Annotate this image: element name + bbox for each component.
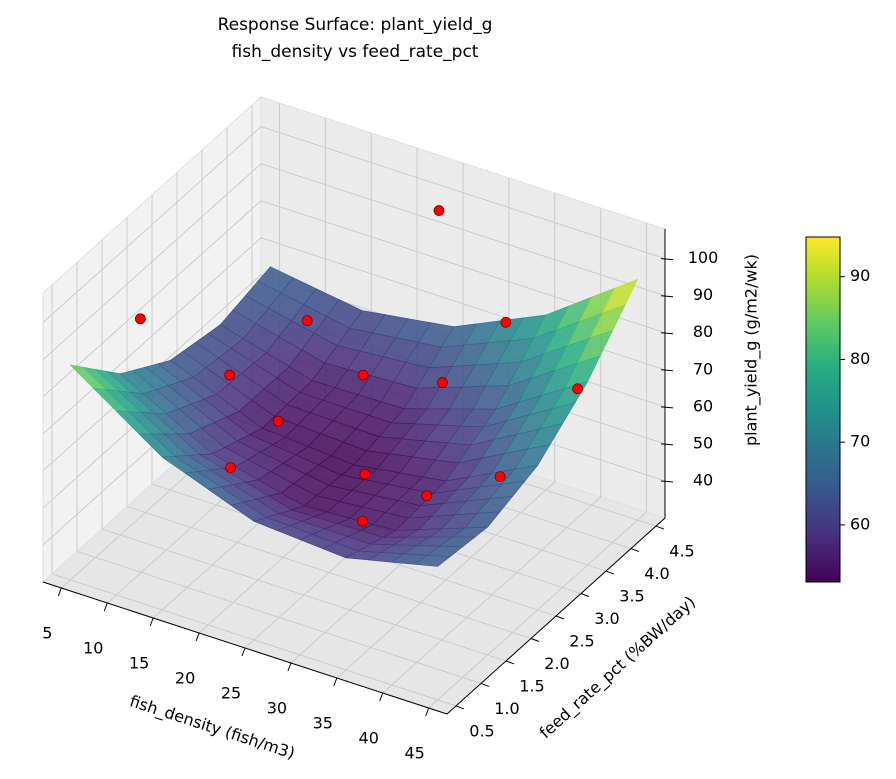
scatter-point [134, 313, 146, 325]
x-tick-label: 5 [42, 624, 52, 643]
y-tick-label: 1.5 [519, 676, 544, 695]
z-tick [660, 258, 674, 261]
scatter-point [359, 468, 371, 480]
z-tick [660, 295, 674, 298]
x-grid-line [336, 193, 556, 679]
x-tick-label: 20 [175, 669, 195, 688]
y-tick [555, 615, 565, 620]
scatter-point [437, 377, 448, 389]
z-tick-label: 40 [693, 470, 713, 489]
z-tick [660, 406, 674, 409]
y-grid-line [101, 240, 507, 662]
z-tick-label: 90 [693, 285, 713, 304]
colorbar-tick-label: 60 [850, 514, 870, 533]
y-tick [580, 593, 590, 597]
x-tick-label: 35 [313, 714, 333, 733]
z-tick [660, 332, 674, 335]
z-grid-line [42, 163, 666, 361]
y-grid-line [126, 217, 532, 639]
x-tick [425, 707, 430, 717]
z-tick-label: 100 [688, 248, 719, 267]
x-tick-label: 25 [221, 684, 241, 703]
scatter-point [421, 490, 433, 502]
z-tick [660, 369, 674, 372]
y-tick [480, 682, 490, 687]
scatter-point [433, 205, 445, 216]
z-tick-label: 60 [693, 396, 713, 415]
y-tick-label: 2.0 [544, 654, 569, 673]
scatter-point [301, 315, 313, 326]
y-tick [605, 570, 615, 575]
z-tick-label: 70 [693, 359, 713, 378]
y-tick [630, 548, 640, 553]
scatter-point [572, 383, 584, 395]
x-tick [149, 617, 154, 627]
colorbar-tick-label: 70 [850, 432, 870, 451]
scatter-point [500, 316, 512, 328]
scatter-point [224, 369, 236, 381]
scatter-point [357, 515, 368, 527]
colorbar-tick-label: 90 [850, 266, 870, 285]
z-tick-label: 50 [693, 433, 713, 452]
x-tick [379, 692, 384, 702]
x-tick [333, 677, 338, 687]
x-tick-label: 30 [267, 699, 287, 718]
chart-title: Response Surface: plant_yield_g [218, 15, 493, 35]
x-axis-line [42, 581, 448, 715]
scatter-point [225, 462, 236, 473]
y-tick-label: 4.5 [669, 542, 694, 561]
y-axis-line [446, 517, 666, 715]
z-tick [660, 443, 674, 446]
x-tick [103, 602, 108, 612]
scatter-point [494, 471, 506, 483]
colorbar [805, 236, 841, 583]
x-tick-label: 15 [129, 654, 149, 673]
y-tick [530, 638, 540, 642]
y-tick-label: 3.0 [594, 609, 619, 628]
y-tick [455, 705, 465, 710]
y-tick-label: 0.5 [469, 721, 494, 740]
y-tick-label: 1.0 [494, 699, 519, 718]
y-tick-label: 4.0 [644, 564, 669, 583]
plot-area [69, 205, 639, 567]
z-tick-label: 80 [693, 322, 713, 341]
y-grid-line [51, 284, 457, 707]
x-tick-label: 45 [404, 744, 424, 763]
x-tick [195, 632, 200, 642]
z-axis-title: plant_yield_g (g/m2/wk) [742, 254, 762, 446]
x-grid-line [428, 223, 648, 709]
chart-subtitle: fish_density vs feed_rate_pct [232, 42, 479, 62]
scatter-point [357, 369, 369, 381]
y-tick-label: 3.5 [619, 587, 644, 606]
y-grid-line [76, 262, 482, 684]
x-tick [287, 662, 292, 672]
y-tick [505, 660, 515, 665]
z-grid-line [42, 200, 666, 398]
y-tick [655, 525, 665, 530]
x-tick-label: 40 [359, 729, 379, 748]
y-grid-line [151, 195, 557, 617]
x-tick-label: 10 [83, 639, 103, 658]
scatter-point [272, 415, 284, 427]
z-tick [660, 480, 674, 483]
colorbar-tick-label: 80 [850, 349, 870, 368]
surface-patch [413, 554, 451, 567]
y-tick-label: 2.5 [569, 632, 594, 651]
z-grid-line [42, 126, 666, 323]
x-tick [241, 647, 246, 657]
x-tick [57, 587, 62, 597]
